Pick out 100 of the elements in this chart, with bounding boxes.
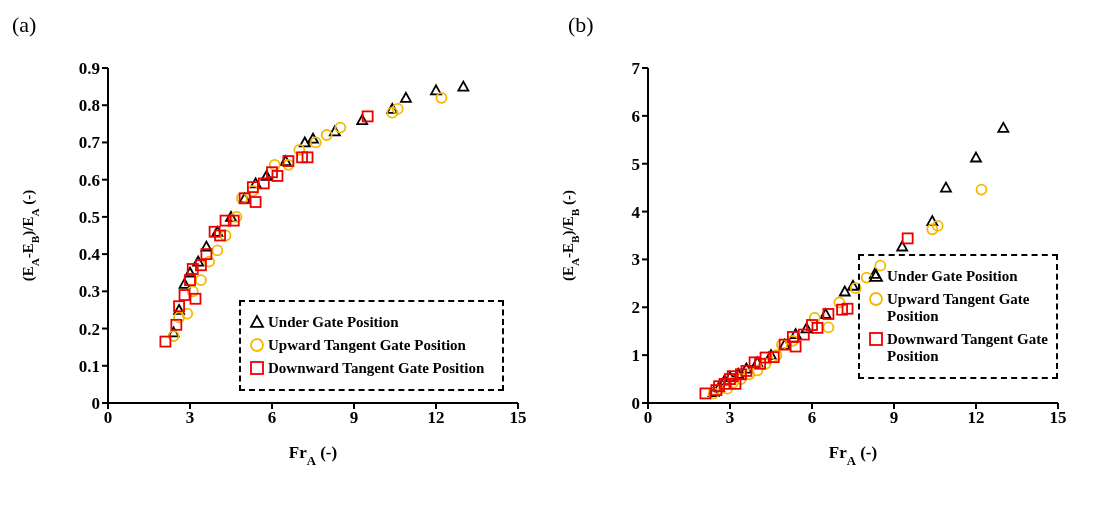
point xyxy=(751,364,764,377)
point xyxy=(173,304,185,315)
point xyxy=(430,84,442,96)
x-axis-title: Fr$_{A}$ (-) xyxy=(828,443,878,468)
point xyxy=(195,259,207,272)
point xyxy=(296,151,308,164)
point xyxy=(167,330,180,342)
point xyxy=(838,285,851,297)
point xyxy=(457,80,470,92)
point xyxy=(743,368,756,381)
y-tick-label: 0.6 xyxy=(78,170,100,190)
point xyxy=(249,196,262,208)
y-tick-label: 1 xyxy=(631,346,640,366)
point xyxy=(901,232,914,245)
y-tick-label: 3 xyxy=(631,250,640,270)
point xyxy=(219,229,232,242)
y-tick-label: 0.4 xyxy=(78,245,101,265)
y-tick-label: 2 xyxy=(631,298,640,318)
y-tick-label: 0.9 xyxy=(78,59,100,79)
y-tick-label: 0.2 xyxy=(78,319,100,339)
x-tick-label: 6 xyxy=(807,408,817,428)
point xyxy=(400,91,412,103)
point xyxy=(926,215,939,227)
point xyxy=(309,136,322,149)
legend-label: Under Gate Position xyxy=(268,314,399,331)
point xyxy=(307,132,319,144)
point xyxy=(361,110,374,123)
y-tick-label: 0.7 xyxy=(78,133,101,153)
x-tick-label: 3 xyxy=(725,408,735,428)
point xyxy=(800,322,813,334)
point xyxy=(841,302,854,315)
y-tick-label: 5 xyxy=(631,154,640,174)
point xyxy=(173,311,185,324)
point xyxy=(189,292,202,305)
y-tick-label: 7 xyxy=(631,59,641,79)
point xyxy=(219,214,232,227)
point xyxy=(997,121,1010,133)
point xyxy=(386,106,399,119)
x-tick-label: 12 xyxy=(427,408,445,428)
y-tick-label: 0 xyxy=(91,394,100,414)
x-tick-label: 15 xyxy=(509,408,527,428)
y-tick-label: 0.5 xyxy=(78,207,100,227)
point xyxy=(301,151,314,164)
point xyxy=(227,214,240,227)
point xyxy=(391,103,404,115)
point xyxy=(926,223,939,236)
point xyxy=(808,311,821,324)
point xyxy=(178,277,191,289)
point xyxy=(328,125,341,137)
y-tick-label: 0.8 xyxy=(78,96,100,116)
point xyxy=(195,274,207,287)
legend-label: Under Gate Position xyxy=(887,268,1018,285)
x-tick-label: 9 xyxy=(889,408,899,428)
point xyxy=(293,143,306,156)
point xyxy=(214,229,226,242)
point xyxy=(356,114,369,126)
point xyxy=(225,210,237,222)
y-tick-label: 0.1 xyxy=(78,356,100,376)
point xyxy=(435,91,448,104)
point xyxy=(181,307,194,320)
point xyxy=(759,357,772,370)
point xyxy=(759,351,772,364)
point xyxy=(849,282,862,295)
point xyxy=(192,255,205,267)
point xyxy=(940,181,952,193)
x-tick-label: 9 xyxy=(349,408,359,428)
point xyxy=(896,240,909,252)
point xyxy=(200,240,213,252)
point xyxy=(786,334,799,347)
point xyxy=(874,259,887,272)
point xyxy=(970,151,982,163)
point xyxy=(211,244,224,257)
y-tick-label: 4 xyxy=(631,202,641,222)
point xyxy=(298,136,311,148)
y-tick-label: 6 xyxy=(631,106,640,126)
legend-label: Upward Tangent Gate Position xyxy=(887,291,1031,325)
point xyxy=(257,177,270,190)
point xyxy=(230,210,243,223)
point xyxy=(320,129,333,141)
x-tick-label: 15 xyxy=(1049,408,1067,428)
chart-title: (a) xyxy=(12,12,37,38)
legend-label: Downward Tangent Gate Position xyxy=(887,331,1048,365)
point xyxy=(268,158,281,171)
point xyxy=(789,328,802,339)
point xyxy=(847,279,859,291)
point xyxy=(178,289,191,301)
point xyxy=(184,274,196,287)
point xyxy=(186,285,199,298)
point xyxy=(975,183,988,196)
point xyxy=(806,319,818,331)
chart-title: (b) xyxy=(568,12,594,38)
point xyxy=(260,170,273,181)
point xyxy=(811,321,824,334)
point xyxy=(699,387,712,400)
legend-label: Downward Tangent Gate Position xyxy=(268,360,485,377)
point xyxy=(266,166,278,179)
point xyxy=(170,318,183,331)
point xyxy=(931,220,944,232)
x-axis-title: Fr$_{A}$ (-) xyxy=(288,443,338,468)
point xyxy=(200,248,213,261)
